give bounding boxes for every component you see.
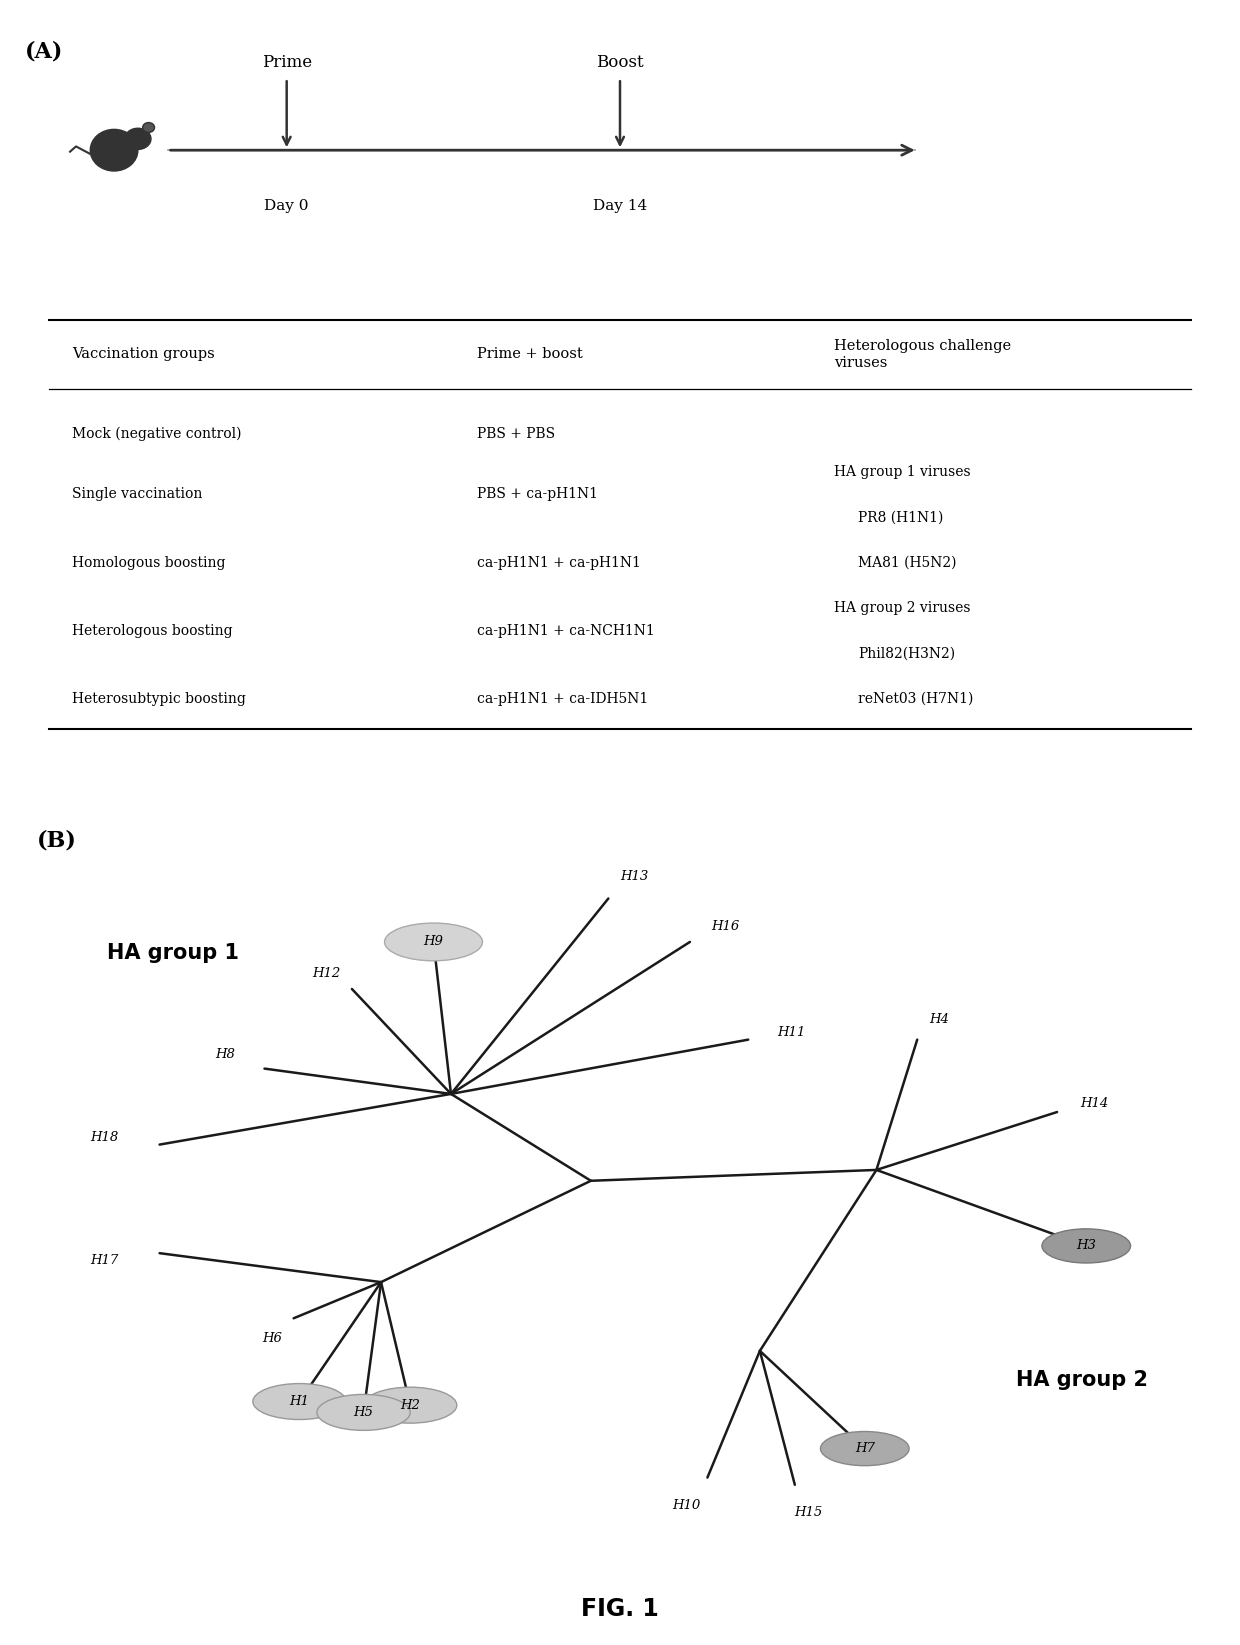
Text: H13: H13 [620, 870, 649, 883]
Text: H12: H12 [312, 967, 340, 979]
Text: HA group 2 viruses: HA group 2 viruses [835, 600, 971, 615]
Text: H18: H18 [91, 1130, 119, 1143]
Text: H11: H11 [777, 1026, 806, 1040]
Text: H10: H10 [672, 1499, 701, 1512]
Text: Heterologous challenge
viruses: Heterologous challenge viruses [835, 339, 1012, 370]
Text: Phil82(H3N2): Phil82(H3N2) [858, 646, 955, 660]
Text: Prime + boost: Prime + boost [477, 347, 583, 362]
Text: H17: H17 [91, 1253, 119, 1267]
Text: Single vaccination: Single vaccination [72, 487, 203, 502]
Text: H16: H16 [711, 920, 739, 933]
Text: H9: H9 [424, 936, 444, 949]
Text: H5: H5 [353, 1406, 373, 1420]
Text: FIG. 1: FIG. 1 [582, 1597, 658, 1620]
Text: HA group 1: HA group 1 [107, 943, 239, 962]
Text: H7: H7 [854, 1443, 874, 1456]
Text: (A): (A) [25, 41, 63, 63]
Ellipse shape [317, 1395, 410, 1431]
Text: HA group 2: HA group 2 [1017, 1370, 1148, 1390]
Text: HA group 1 viruses: HA group 1 viruses [835, 466, 971, 479]
Text: PBS + PBS: PBS + PBS [477, 428, 556, 441]
Text: Day 14: Day 14 [593, 199, 647, 214]
Text: reNet03 (H7N1): reNet03 (H7N1) [858, 693, 973, 706]
Text: H4: H4 [929, 1013, 949, 1026]
Text: ca-pH1N1 + ca-NCH1N1: ca-pH1N1 + ca-NCH1N1 [477, 623, 655, 638]
Text: PR8 (H1N1): PR8 (H1N1) [858, 510, 944, 525]
Text: Day 0: Day 0 [264, 199, 309, 214]
Ellipse shape [384, 923, 482, 961]
Text: H3: H3 [1076, 1239, 1096, 1252]
Text: (B): (B) [37, 829, 77, 852]
Text: Prime: Prime [262, 54, 311, 71]
Ellipse shape [1042, 1229, 1131, 1263]
Text: H8: H8 [216, 1048, 236, 1061]
Text: H1: H1 [289, 1395, 310, 1408]
Text: ca-pH1N1 + ca-pH1N1: ca-pH1N1 + ca-pH1N1 [477, 556, 641, 569]
Ellipse shape [143, 123, 155, 132]
Text: Boost: Boost [596, 54, 644, 71]
Text: ◀: ◀ [94, 141, 109, 160]
Text: Heterologous boosting: Heterologous boosting [72, 623, 233, 638]
Ellipse shape [91, 130, 138, 171]
Text: H6: H6 [262, 1332, 281, 1346]
Ellipse shape [253, 1383, 346, 1420]
Text: H2: H2 [401, 1398, 420, 1411]
Ellipse shape [125, 128, 151, 150]
Text: Mock (negative control): Mock (negative control) [72, 426, 242, 441]
Ellipse shape [821, 1431, 909, 1466]
Text: PBS + ca-pH1N1: PBS + ca-pH1N1 [477, 487, 598, 502]
Text: Homologous boosting: Homologous boosting [72, 556, 226, 569]
Text: MA81 (H5N2): MA81 (H5N2) [858, 556, 956, 569]
Text: Heterosubtypic boosting: Heterosubtypic boosting [72, 693, 247, 706]
Text: Vaccination groups: Vaccination groups [72, 347, 216, 362]
Text: ca-pH1N1 + ca-IDH5N1: ca-pH1N1 + ca-IDH5N1 [477, 693, 649, 706]
Text: H15: H15 [795, 1505, 823, 1518]
Text: H14: H14 [1080, 1097, 1109, 1110]
Ellipse shape [363, 1387, 456, 1423]
